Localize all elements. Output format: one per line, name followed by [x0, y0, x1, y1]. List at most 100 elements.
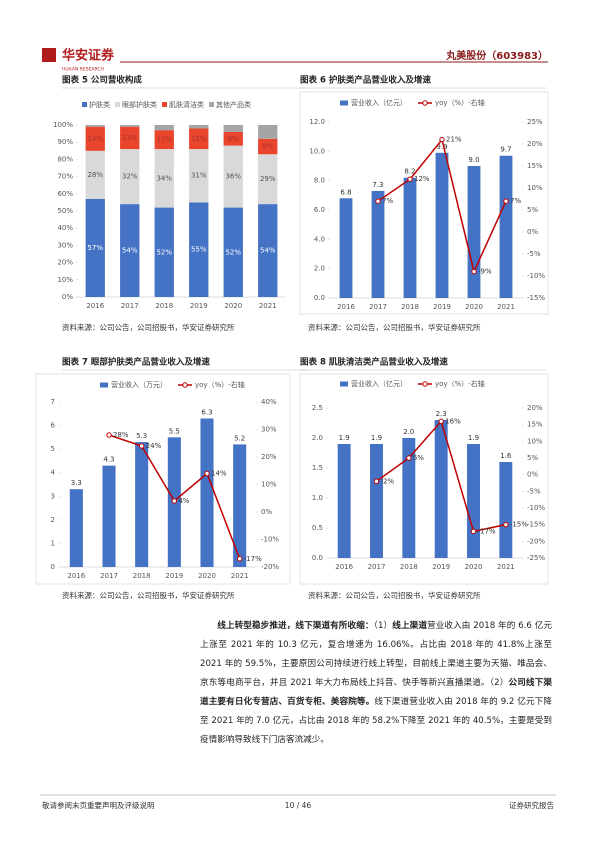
bar	[499, 462, 513, 558]
bar	[402, 438, 416, 558]
bar-segment	[85, 150, 105, 199]
data-label: 16%	[445, 417, 461, 425]
bar-segment	[85, 125, 105, 127]
data-label: 31%	[191, 172, 207, 180]
legend-swatch	[340, 100, 348, 106]
bar-segment	[223, 207, 243, 297]
bar-segment	[258, 125, 278, 139]
x-tick-label: 2017	[100, 572, 118, 580]
legend-marker	[182, 382, 188, 388]
legend-swatch	[209, 102, 214, 107]
legend-swatch	[82, 102, 87, 107]
y2-tick-label: 10%	[261, 481, 277, 489]
y-tick-label: 6	[51, 422, 56, 430]
data-label: -17%	[244, 555, 262, 563]
bar-segment	[154, 207, 174, 297]
data-label: 52%	[156, 248, 172, 256]
legend-swatch	[100, 382, 108, 388]
y-tick-label: 0%	[62, 293, 73, 301]
y-tick-label: 4	[51, 469, 56, 477]
legend-swatch	[340, 381, 348, 387]
line-marker	[503, 198, 509, 204]
data-label: 36%	[225, 173, 241, 181]
data-label: 4.3	[103, 456, 114, 464]
chart-frame	[299, 91, 549, 315]
x-tick-label: 2017	[369, 303, 387, 311]
data-label: 6.8	[340, 188, 351, 196]
line-marker	[138, 443, 145, 449]
y-tick-label: 7	[51, 398, 55, 406]
bar-segment	[120, 126, 140, 150]
y2-tick-label: -20%	[261, 563, 279, 571]
line-marker	[503, 521, 509, 528]
legend-marker	[422, 100, 428, 106]
bar	[467, 166, 481, 298]
data-label: 7%	[510, 197, 521, 205]
bar-segment	[189, 202, 209, 297]
y-tick-label: 2	[51, 516, 55, 524]
bar-segment	[120, 125, 140, 127]
chart-frame	[35, 373, 291, 585]
y2-tick-label: 0%	[527, 228, 538, 236]
bar-segment	[154, 125, 174, 131]
x-tick-label: 2020	[198, 572, 216, 580]
x-tick-label: 2016	[67, 572, 85, 580]
chart-frame	[299, 373, 549, 585]
data-label: 11%	[156, 136, 172, 144]
data-label: 2.3	[436, 410, 447, 418]
bar-segment	[258, 154, 278, 205]
y-tick-label: 50%	[57, 207, 73, 215]
y-tick-label: 30%	[57, 241, 73, 249]
y-tick-label: 4.0	[314, 235, 325, 243]
bar-segment	[189, 125, 209, 129]
footer-left: 敬请参阅末页重要声明及评级说明	[42, 800, 155, 810]
line-marker	[406, 455, 412, 461]
bar	[135, 442, 149, 567]
line-marker	[471, 268, 477, 275]
y2-tick-label: 5%	[527, 206, 538, 214]
bar-segment	[120, 149, 140, 205]
line-marker	[373, 478, 380, 485]
data-label: -17%	[478, 527, 496, 535]
y-tick-label: 10.0	[309, 147, 325, 155]
bar-segment	[189, 149, 209, 203]
x-tick-label: 2021	[259, 302, 277, 310]
data-label: 8%	[228, 135, 239, 143]
data-label: 54%	[260, 247, 276, 255]
text: 营业收入由 2018 年的 6.6 亿元上涨至 2021 年的 10.3 亿元，…	[200, 621, 552, 688]
data-label: 1.6	[500, 452, 512, 460]
x-tick-label: 2017	[368, 563, 386, 571]
bar	[339, 198, 353, 298]
y2-tick-label: -15%	[527, 294, 545, 302]
company: 丸美股份（603983）	[445, 49, 548, 62]
y-tick-label: 8.0	[314, 177, 325, 185]
data-label: -2%	[381, 477, 395, 485]
y2-tick-label: -5%	[527, 487, 541, 495]
chart-source: 资料来源：公司公告，公司招股书，华安证券研究所	[308, 590, 481, 600]
y-tick-label: 1.0	[312, 494, 323, 502]
legend-swatch	[162, 102, 167, 107]
y2-tick-label: 15%	[527, 162, 543, 170]
y2-tick-label: 5%	[527, 454, 538, 462]
data-label: 24%	[146, 442, 162, 450]
data-label: 13%	[122, 134, 138, 142]
line-marker	[407, 176, 413, 182]
y-tick-label: 0.5	[312, 524, 323, 532]
x-tick-label: 2019	[165, 572, 183, 580]
legend-label: yoy（%）-右轴	[435, 379, 485, 388]
data-label: 3.3	[71, 479, 82, 487]
y2-tick-label: 10%	[527, 184, 543, 192]
legend-label: 营业收入（万元）	[111, 380, 167, 389]
bold-text: 线上转型稳步推进，线下渠道有所收缩：	[217, 621, 374, 631]
bar	[435, 152, 449, 298]
x-tick-label: 2017	[121, 302, 139, 310]
data-label: 5.2	[234, 434, 245, 442]
y2-tick-label: 25%	[527, 118, 543, 126]
y-tick-label: 2.0	[312, 434, 323, 442]
y-tick-label: 12.0	[309, 118, 325, 126]
legend-label: 肌肤清洁类	[169, 100, 204, 109]
data-label: 29%	[260, 175, 276, 183]
data-label: 32%	[122, 173, 138, 181]
data-label: -15%	[510, 521, 528, 529]
